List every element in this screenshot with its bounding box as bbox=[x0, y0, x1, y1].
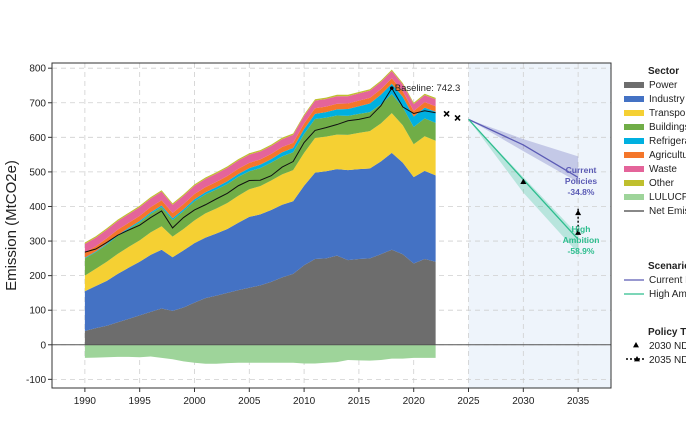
y-tick-label: 300 bbox=[29, 237, 46, 248]
projection-region bbox=[468, 63, 611, 388]
legend-item-current-policies: Current Policies bbox=[649, 275, 686, 286]
x-tick-label: 2000 bbox=[183, 396, 206, 407]
line-current-policies bbox=[468, 118, 579, 179]
band-current-policies bbox=[468, 119, 579, 183]
legend-swatch bbox=[624, 194, 644, 200]
legend-item-agriculture: Agriculture bbox=[649, 150, 686, 161]
sector-areas bbox=[84, 69, 436, 364]
y-tick-label: 700 bbox=[29, 98, 46, 109]
ndc-2035-marker bbox=[575, 229, 582, 235]
connector-marker bbox=[454, 114, 461, 122]
x-tick-label: 1995 bbox=[129, 396, 152, 407]
scenario-label-high-ambition: Ambition bbox=[563, 235, 600, 245]
area-waste bbox=[84, 70, 436, 253]
legend-swatch bbox=[633, 342, 639, 348]
plot-frame bbox=[51, 62, 612, 389]
x-tick-label: 2030 bbox=[512, 396, 535, 407]
legend-swatch bbox=[624, 82, 644, 88]
legend-swatch bbox=[624, 138, 644, 144]
plot-border bbox=[51, 62, 612, 389]
legend-title-sector: Sector bbox=[648, 66, 679, 77]
plot-background bbox=[468, 63, 611, 388]
y-axis-label: Emission (MtCO2e) bbox=[3, 160, 20, 291]
legend-title-scenario: Scenario bbox=[648, 261, 686, 272]
legend-item-power: Power bbox=[649, 80, 678, 91]
ndc-2030-marker bbox=[520, 178, 527, 184]
legend-item-2035-ndc: 2035 NDC bbox=[649, 355, 686, 366]
scenario-label-high-ambition: High bbox=[572, 224, 591, 234]
legend-item-buildings: Buildings bbox=[649, 122, 686, 133]
y-tick-label: -100 bbox=[26, 375, 46, 386]
axes: 1990 1995 2000 2005 2010 2015 2020 2025 2030 2035… bbox=[3, 64, 590, 407]
scenario-label-current-policies: -34.8% bbox=[568, 187, 595, 197]
x-tick-label: 2020 bbox=[403, 396, 426, 407]
legend-item-lulucf: LULUCF bbox=[649, 192, 686, 203]
y-tick-label: 500 bbox=[29, 167, 46, 178]
legend-swatch bbox=[624, 152, 644, 158]
y-tick-label: 200 bbox=[29, 271, 46, 282]
legend-item-transport: Transport bbox=[649, 108, 686, 119]
legend-swatch bbox=[624, 110, 644, 116]
area-power bbox=[84, 249, 436, 345]
x-tick-label: 2015 bbox=[348, 396, 371, 407]
area-refrigerants bbox=[84, 83, 436, 259]
net-emissions-line bbox=[84, 87, 436, 253]
legend-swatch bbox=[624, 96, 644, 102]
connector-marker bbox=[443, 110, 450, 117]
legend-item-high-ambition: High Ambition bbox=[649, 289, 686, 300]
scenario-label-current-policies: Current bbox=[566, 165, 597, 175]
x-tick-label: 1990 bbox=[74, 396, 97, 407]
x-tick-label: 2025 bbox=[457, 396, 480, 407]
legend-item-refrigerants: Refrigerants bbox=[649, 136, 686, 147]
legend-swatch bbox=[634, 356, 640, 362]
scenario-label-current-policies: Policies bbox=[565, 176, 597, 186]
x-tick-label: 2005 bbox=[238, 396, 261, 407]
series-lines bbox=[84, 87, 582, 254]
area-buildings bbox=[84, 94, 436, 276]
baseline-point bbox=[389, 86, 394, 90]
legend-swatch bbox=[624, 166, 644, 172]
y-tick-label: 100 bbox=[29, 306, 46, 317]
ndc-2035-marker bbox=[575, 209, 582, 216]
y-tick-label: 800 bbox=[29, 64, 46, 75]
scenario-label-high-ambition: -58.9% bbox=[568, 246, 595, 256]
legend-swatch bbox=[624, 180, 644, 186]
legend-title-policy: Policy Targets bbox=[648, 327, 686, 338]
y-tick-label: 600 bbox=[29, 133, 46, 144]
y-tick-label: 400 bbox=[29, 202, 46, 213]
legend-item-industry: Industry bbox=[649, 94, 685, 105]
legend-item-waste: Waste bbox=[649, 164, 677, 175]
y-tick-label: 0 bbox=[40, 340, 46, 351]
area-transport bbox=[84, 113, 436, 292]
baseline-label: Baseline: 742.3 bbox=[395, 83, 461, 94]
legend: Sector Power Industry Transport Buildings Ref… bbox=[624, 66, 686, 366]
legend-swatch bbox=[624, 124, 644, 130]
legend-item-other: Other bbox=[649, 178, 675, 189]
area-industry bbox=[84, 152, 436, 331]
legend-item-2030-ndc: 2030 NDC bbox=[649, 341, 686, 352]
x-tick-label: 2035 bbox=[567, 396, 590, 407]
area-lulucf bbox=[84, 344, 436, 364]
band-high-ambition bbox=[468, 119, 579, 254]
legend-item-net-emissions: Net Emissions bbox=[649, 206, 686, 217]
x-tick-label: 2010 bbox=[293, 396, 316, 407]
